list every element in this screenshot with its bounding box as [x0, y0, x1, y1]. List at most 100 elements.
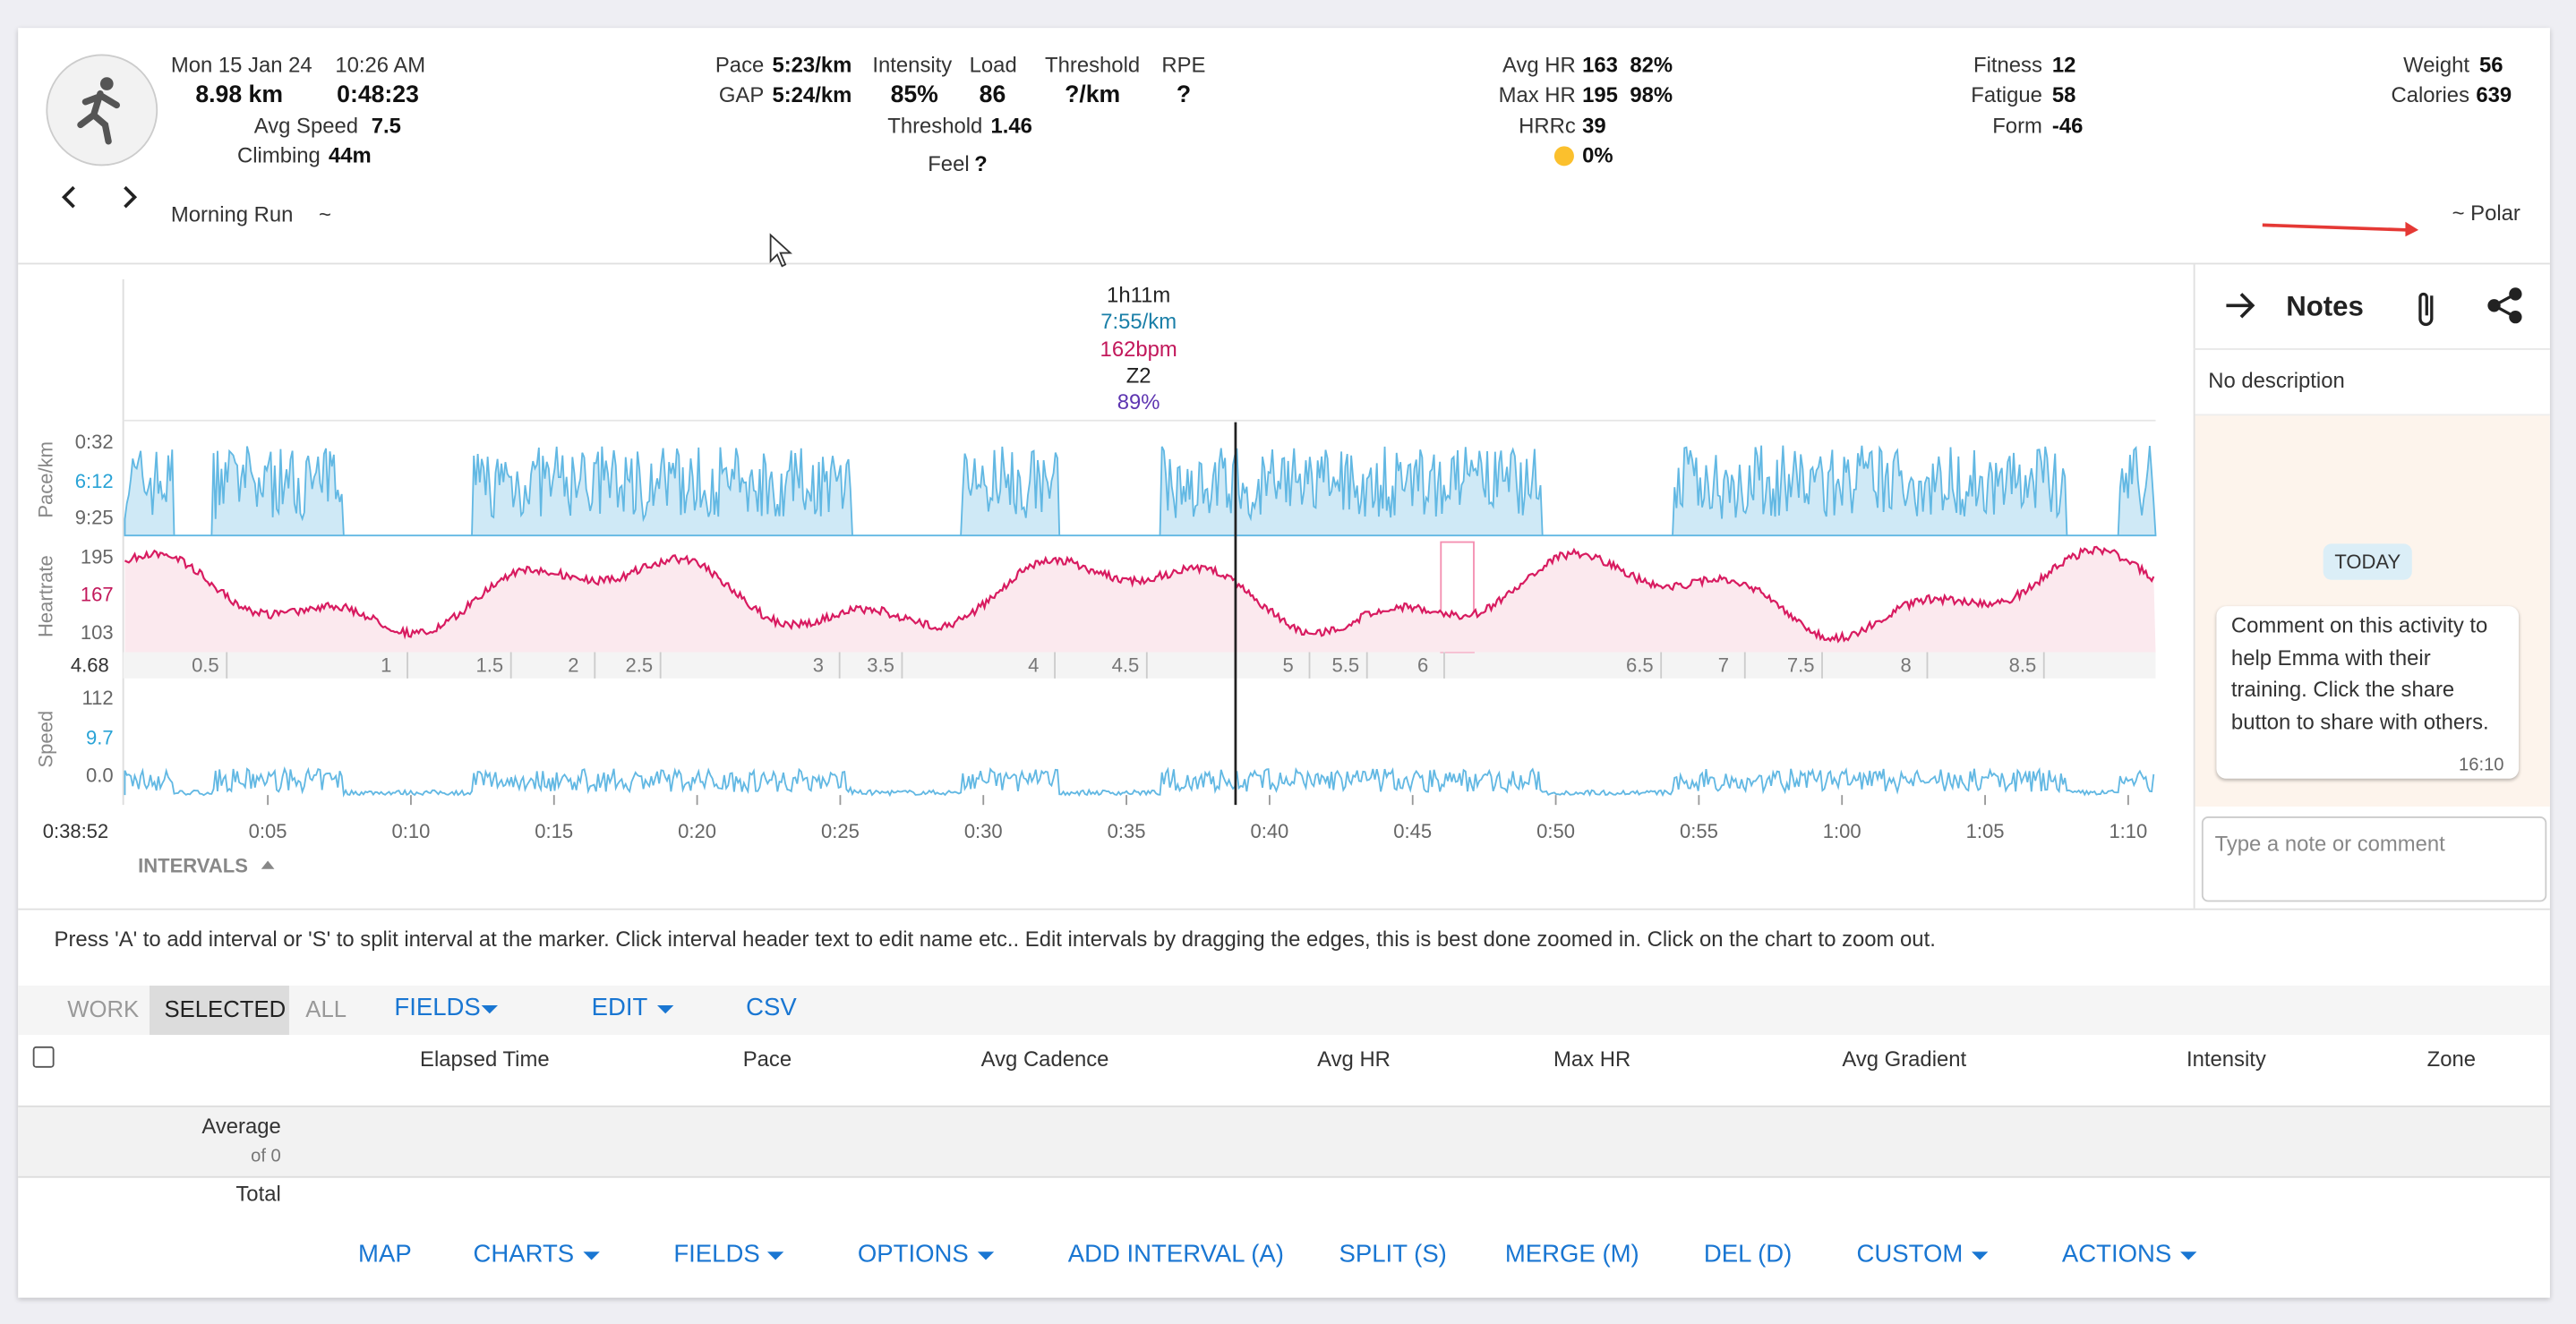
- day-pill: TODAY: [2334, 550, 2401, 574]
- comment-bubble: [2216, 606, 2520, 779]
- form-label: Form: [1992, 113, 2042, 139]
- distance: 8.98 km: [195, 81, 284, 109]
- intensity: 85%: [890, 81, 938, 109]
- comment-input[interactable]: [2201, 816, 2547, 902]
- hrrc-label: HRRc: [1519, 113, 1576, 139]
- average-label: Average: [201, 1114, 281, 1139]
- hr-extra: 0%: [1582, 142, 1613, 168]
- axis-title: Speed: [34, 710, 58, 768]
- distance-tick: 3.5: [867, 653, 894, 678]
- time-tick: 0:35: [1107, 819, 1146, 843]
- caret: [2180, 1251, 2197, 1260]
- action-button[interactable]: CUSTOM: [1856, 1240, 1964, 1268]
- tab[interactable]: SELECTED: [164, 995, 287, 1022]
- checkbox[interactable]: [32, 1046, 55, 1068]
- time-tick: 1:05: [1965, 819, 2005, 843]
- action-button[interactable]: SPLIT (S): [1339, 1240, 1447, 1268]
- next-arrow[interactable]: [124, 185, 138, 209]
- feel-label: Feel: [928, 150, 970, 176]
- action-button[interactable]: DEL (D): [1703, 1240, 1793, 1268]
- max-hr-pct: 98%: [1630, 81, 1673, 107]
- column-header: Max HR: [1553, 1046, 1631, 1072]
- tab[interactable]: WORK: [67, 995, 140, 1022]
- average-sub: of 0: [251, 1146, 281, 1166]
- tab[interactable]: CSV: [746, 994, 797, 1022]
- load: 86: [979, 81, 1006, 109]
- caret: [583, 1251, 600, 1260]
- intervals-caret[interactable]: [261, 860, 275, 869]
- axis-tick: 6:12: [74, 469, 114, 493]
- fatigue-label: Fatigue: [1971, 81, 2042, 107]
- caret: [657, 1005, 674, 1014]
- red-arrow-head: [2405, 221, 2419, 237]
- total-label: Total: [235, 1181, 281, 1206]
- time-tick: 0:45: [1393, 819, 1433, 843]
- header-divider: [18, 262, 2550, 265]
- distance-tick: 2: [568, 653, 579, 678]
- intervals-toggle[interactable]: INTERVALS: [138, 854, 248, 877]
- distance-tick: 7.5: [1786, 653, 1815, 678]
- axis-tick: 167: [80, 583, 114, 607]
- rpe-label: RPE: [1161, 52, 1206, 78]
- attach-icon[interactable]: [2418, 292, 2434, 327]
- action-button[interactable]: MERGE (M): [1504, 1240, 1639, 1268]
- time: 10:26 AM: [335, 52, 426, 78]
- fatigue: 58: [2051, 81, 2076, 107]
- tooltip-line: 162bpm: [1100, 336, 1177, 361]
- distance-tick: 1.5: [475, 653, 504, 678]
- avg_hr-label: Avg HR: [1502, 52, 1576, 78]
- column-header: Elapsed Time: [420, 1046, 550, 1072]
- time-tick: 0:20: [678, 819, 717, 843]
- time-tick: 1:00: [1822, 819, 1861, 843]
- tab[interactable]: FIELDS: [394, 994, 481, 1022]
- comment-time: 16:10: [2459, 756, 2504, 776]
- share-icon[interactable]: [2487, 287, 2522, 324]
- axis-tick: 9.7: [85, 726, 114, 749]
- max_hr-label: Max HR: [1498, 81, 1576, 107]
- action-button[interactable]: OPTIONS: [857, 1240, 969, 1268]
- label: ~: [318, 201, 331, 227]
- distance-tick: 0.5: [192, 653, 219, 678]
- action-button[interactable]: MAP: [358, 1240, 412, 1268]
- fitness: 12: [2051, 52, 2076, 78]
- weight-label: Weight: [2403, 52, 2470, 78]
- threshold: ?/km: [1065, 81, 1121, 109]
- distance-tick: 3: [812, 653, 824, 678]
- column-header: Intensity: [2186, 1046, 2266, 1072]
- caret: [977, 1251, 995, 1260]
- axis-title: Pace/km: [34, 440, 58, 518]
- time-tick: 0:55: [1679, 819, 1718, 843]
- close-notes[interactable]: [2226, 293, 2255, 319]
- notes-description: No description: [2208, 368, 2345, 393]
- gap: 5:24/km: [772, 81, 852, 107]
- tab[interactable]: ALL: [305, 995, 347, 1022]
- caret: [766, 1251, 784, 1260]
- input-placeholder[interactable]: Type a note or comment: [2214, 831, 2445, 857]
- action-button[interactable]: CHARTS: [473, 1240, 575, 1268]
- source: ~ Polar: [2452, 200, 2520, 226]
- feel: ?: [974, 150, 988, 176]
- axis-tick: 0:32: [74, 430, 114, 454]
- date: Mon 15 Jan 24: [170, 52, 312, 78]
- avg-speed: 7.5: [371, 113, 401, 139]
- column-header: Avg Gradient: [1842, 1046, 1967, 1072]
- axis-tick: 112: [81, 687, 114, 710]
- intensity-label: Intensity: [872, 52, 953, 78]
- activity-name: Morning Run: [170, 201, 294, 227]
- tab[interactable]: EDIT: [591, 994, 648, 1022]
- prev-arrow[interactable]: [61, 185, 75, 209]
- distance-start: 4.68: [70, 653, 109, 678]
- today-pill: [2323, 543, 2412, 580]
- pace-label: Pace: [715, 52, 765, 78]
- action-button[interactable]: ACTIONS: [2061, 1240, 2172, 1268]
- avg_hr: 163: [1582, 52, 1618, 78]
- hr-fill: [124, 546, 2156, 653]
- comment-text: Comment on this activity to help Emma wi…: [2230, 612, 2489, 734]
- action-button[interactable]: ADD INTERVAL (A): [1067, 1240, 1284, 1268]
- distance-tick: 8.5: [2008, 653, 2037, 678]
- action-button[interactable]: FIELDS: [673, 1240, 760, 1268]
- distance-strip: [123, 652, 2156, 679]
- column-header: Avg Cadence: [980, 1046, 1109, 1072]
